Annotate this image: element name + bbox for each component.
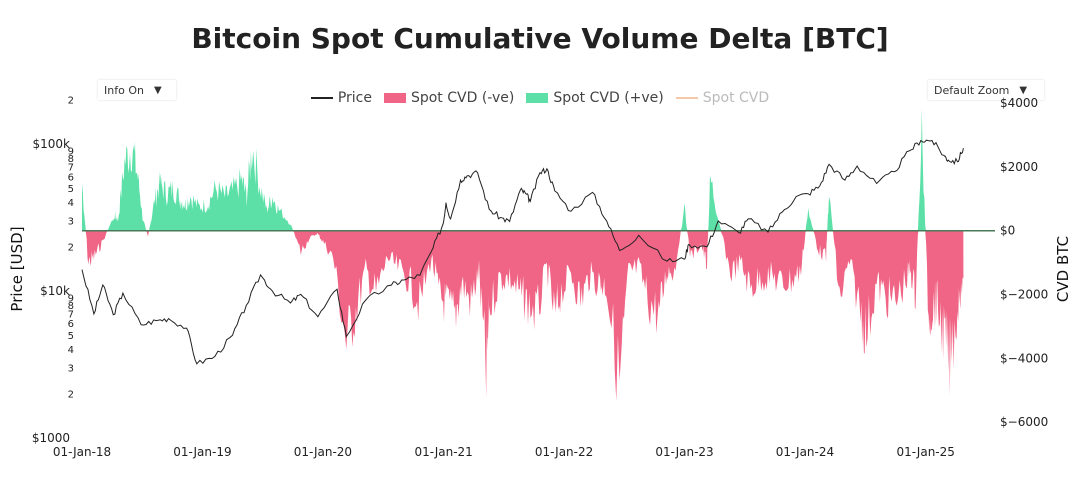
legend-swatch-cvd-pos [526,93,549,103]
y-left-minor-tick: 4 [68,345,74,356]
y-left-major-tick: $100k [33,137,71,151]
legend-swatch-cvd-neg [383,93,406,103]
legend-swatch-price [310,97,333,99]
y-right-tick: $−4000 [1000,351,1048,365]
y-left-minor-tick: 8 [68,154,74,165]
y-left-minor-tick: 3 [68,217,74,228]
price-line [81,139,964,365]
x-tick-label: 01-Jan-23 [655,445,713,459]
y-left-minor-tick: 9 [68,293,74,304]
y-left-minor-tick: 3 [68,363,74,374]
legend-item-cvd-neg[interactable]: Spot CVD (-ve) [383,90,515,106]
x-tick-label: 01-Jan-19 [173,445,231,459]
y-left-minor-tick: 2 [68,242,74,253]
y-left-major-tick: $10k [40,284,70,298]
y-right-tick: $0 [1000,224,1015,238]
cvd-positive-area [82,108,964,231]
chevron-down-icon: ▼ [153,84,162,96]
x-tick-label: 01-Jan-21 [414,445,472,459]
legend-item-cvd-pos[interactable]: Spot CVD (+ve) [526,90,664,106]
y-left-minor-tick: 7 [68,162,74,173]
legend-label-cvd-hidden: Spot CVD [702,90,770,106]
y-right-tick: $−6000 [1000,415,1048,429]
legend-label-cvd-pos: Spot CVD (+ve) [553,90,664,106]
legend-label-cvd-neg: Spot CVD (-ve) [410,90,515,106]
y-left-minor-tick: 2 [68,96,74,107]
y-left-minor-tick: 6 [68,172,74,183]
legend-item-cvd-hidden[interactable]: Spot CVD [675,90,770,106]
y-left-minor-tick: 9 [68,146,74,157]
legend-label-price: Price [337,90,372,106]
chevron-down-icon: ▼ [1019,84,1028,96]
x-tick-label: 01-Jan-24 [776,445,834,459]
y-right-tick: $4000 [1000,96,1038,110]
cvd-negative-area [82,230,964,401]
y-right-tick: $2000 [1000,160,1038,174]
zoom-label: Default Zoom [934,83,1010,97]
y-left-minor-tick: 7 [68,309,74,320]
y-left-minor-tick: 5 [68,331,74,342]
y-left-major-tick: $1000 [32,431,70,445]
y-right-axis-title: CVD BTC [1054,236,1072,302]
y-left-minor-tick: 4 [68,198,74,209]
x-tick-label: 01-Jan-22 [535,445,593,459]
info-toggle-label: Info On [104,83,144,97]
x-tick-label: 01-Jan-25 [897,445,955,459]
legend-swatch-cvd-hidden [675,97,698,99]
y-left-axis-title: Price [USD] [8,226,26,311]
y-left-minor-tick: 2 [68,389,74,400]
legend-item-price[interactable]: Price [310,90,372,106]
y-right-tick: $−2000 [1000,288,1048,302]
y-left-minor-tick: 8 [68,301,74,312]
chart-title: Bitcoin Spot Cumulative Volume Delta [BT… [191,22,889,55]
y-left-minor-tick: 5 [68,184,74,195]
legend: Price Spot CVD (-ve) Spot CVD (+ve) Spot… [0,90,1080,106]
y-left-minor-tick: 6 [68,319,74,330]
x-tick-label: 01-Jan-18 [53,445,111,459]
zoom-dropdown[interactable]: Default Zoom ▼ [928,80,1044,100]
info-toggle-dropdown[interactable]: Info On ▼ [98,80,176,100]
x-tick-label: 01-Jan-20 [294,445,352,459]
